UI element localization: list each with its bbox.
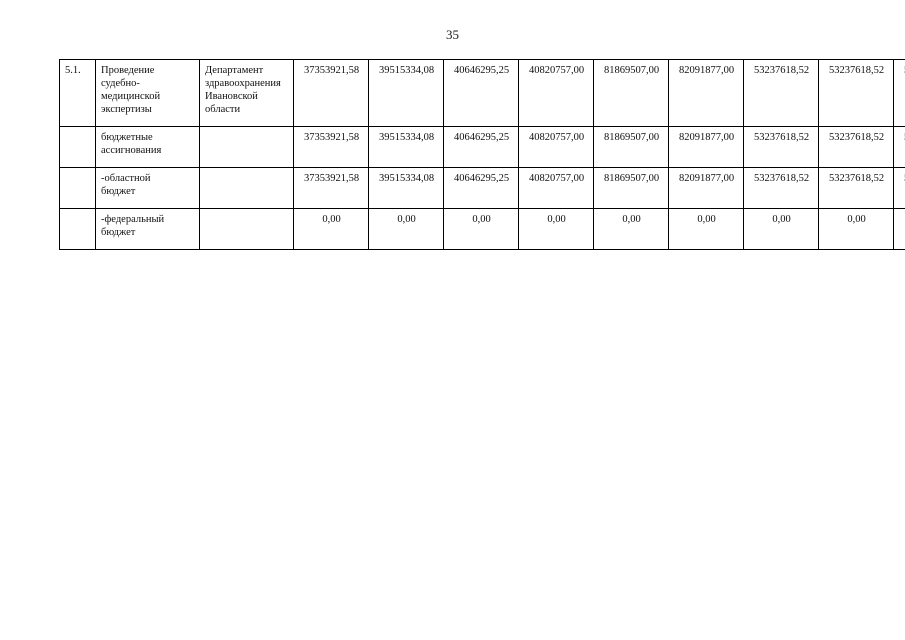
amount-cell: 53237618,52 [893,59,905,127]
row-index-cell: 5.1. [59,59,96,127]
amount-cell: 53237618,52 [743,126,819,168]
amount-cell: 0,00 [818,208,894,250]
row-name-word: федеральный [104,214,165,225]
row-executor-cell [199,208,294,250]
row-name-second-line: бюджет [101,186,136,197]
amount-cell: 53237618,52 [818,167,894,209]
amount-cell: 40820757,00 [518,59,594,127]
row-name-cell: -областной бюджет [95,167,200,209]
row-executor-cell [199,167,294,209]
amount-cell: 0,00 [743,208,819,250]
row-name-first-line: -федеральный [101,213,195,226]
amount-cell: 53237618,52 [893,126,905,168]
row-index-cell [59,167,96,209]
amount-cell: 0,00 [368,208,444,250]
amount-cell: 81869507,00 [593,167,669,209]
amount-cell: 40820757,00 [518,167,594,209]
amount-cell: 40820757,00 [518,126,594,168]
table-row: -федеральный бюджет 0,00 0,00 0,00 0,00 … [59,208,905,250]
amount-cell: 81869507,00 [593,59,669,127]
amount-cell: 40646295,25 [443,59,519,127]
amount-cell: 53237618,52 [743,167,819,209]
amount-cell: 0,00 [443,208,519,250]
amount-cell: 0,00 [293,208,369,250]
row-name-dash-label: -областной бюджет [101,172,195,198]
amount-cell: 53237618,52 [743,59,819,127]
amount-cell: 0,00» [893,208,905,250]
amount-cell: 82091877,00 [668,167,744,209]
amount-cell: 53237618,52 [893,167,905,209]
amount-cell: 82091877,00 [668,126,744,168]
row-name-first-line: -областной [101,172,195,185]
amount-cell: 37353921,58 [293,167,369,209]
budget-table: 5.1. Проведение судебно-медицинской эксп… [59,59,905,250]
amount-cell: 0,00 [668,208,744,250]
table-row: -областной бюджет 37353921,58 39515334,0… [59,167,905,209]
amount-cell: 39515334,08 [368,59,444,127]
amount-cell: 39515334,08 [368,126,444,168]
table-row: 5.1. Проведение судебно-медицинской эксп… [59,59,905,127]
row-index-cell [59,208,96,250]
page-number: 35 [446,27,459,42]
amount-cell: 81869507,00 [593,126,669,168]
row-name-cell: -федеральный бюджет [95,208,200,250]
row-name-cell: бюджетные ассигнования [95,126,200,168]
row-name-word: областной [104,173,151,184]
amount-cell: 37353921,58 [293,126,369,168]
row-name-second-line: бюджет [101,227,136,238]
row-executor-cell: Департамент здравоохранения Ивановской о… [199,59,294,127]
amount-cell: 0,00 [593,208,669,250]
amount-cell: 53237618,52 [818,59,894,127]
row-executor-cell [199,126,294,168]
list-dash: - [101,173,105,184]
table-row: бюджетные ассигнования 37353921,58 39515… [59,126,905,168]
amount-cell: 40646295,25 [443,167,519,209]
amount-cell: 0,00 [518,208,594,250]
row-index-cell [59,126,96,168]
amount-cell: 53237618,52 [818,126,894,168]
amount-cell: 40646295,25 [443,126,519,168]
row-name-cell: Проведение судебно-медицинской экспертиз… [95,59,200,127]
row-name-dash-label: -федеральный бюджет [101,213,195,239]
amount-cell: 39515334,08 [368,167,444,209]
amount-cell: 82091877,00 [668,59,744,127]
list-dash: - [101,214,105,225]
amount-cell: 37353921,58 [293,59,369,127]
